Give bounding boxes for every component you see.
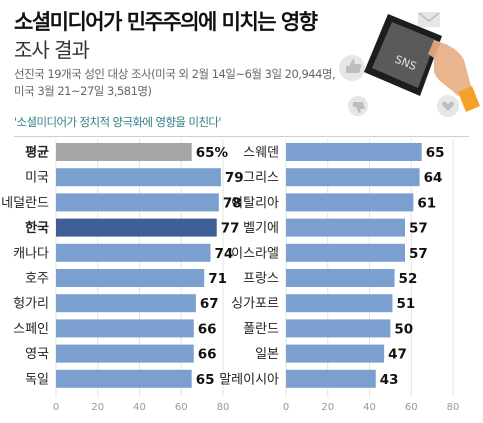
category-label: 일본: [255, 347, 279, 362]
bar: [286, 168, 420, 187]
bar: [56, 269, 205, 287]
x-tick-label: 80: [447, 402, 460, 413]
x-tick-label: 80: [217, 402, 230, 413]
page-subtitle: 조사 결과: [14, 38, 90, 62]
category-label: 폴란드: [243, 322, 279, 337]
data-label: 51: [396, 296, 415, 312]
bar: [56, 218, 217, 237]
category-label: 네덜란드: [1, 196, 49, 211]
hand-icon: [434, 40, 472, 96]
data-label: 66: [198, 347, 217, 363]
x-tick-label: 40: [363, 402, 376, 413]
bar: [56, 243, 211, 262]
bar: [286, 294, 393, 313]
category-label: 평균: [25, 145, 49, 161]
data-label: 77: [221, 221, 240, 237]
category-label: 이탈리아: [231, 196, 279, 211]
x-tick-label: 20: [321, 402, 334, 413]
data-label: 43: [380, 372, 399, 388]
x-tick-label: 0: [53, 402, 59, 413]
category-label: 벨기에: [243, 221, 279, 236]
category-label: 헝가리: [13, 297, 49, 312]
bar: [56, 193, 219, 212]
data-label: 79: [225, 170, 244, 186]
x-tick-label: 60: [405, 402, 418, 413]
bar: [56, 344, 194, 363]
data-label: 64: [424, 170, 443, 186]
x-tick-label: 40: [133, 402, 146, 413]
x-tick-label: 60: [175, 402, 188, 413]
category-label: 프랑스: [243, 272, 279, 287]
data-label: 52: [399, 271, 418, 287]
category-label: 이스라엘: [231, 246, 279, 261]
data-label: 57: [409, 246, 428, 262]
category-label: 한국: [25, 220, 49, 236]
data-label: 57: [409, 221, 428, 237]
category-label: 미국: [25, 171, 49, 186]
bar: [286, 319, 391, 338]
data-label: 66: [198, 321, 217, 337]
data-label: 65: [196, 372, 215, 388]
header-divider: [14, 136, 469, 137]
bar: [56, 294, 196, 313]
category-label: 독일: [25, 372, 49, 387]
data-label: 71: [208, 271, 227, 287]
bar: [56, 369, 192, 388]
bar: [286, 218, 405, 237]
survey-source-note: 선진국 19개국 성인 대상 조사(미국 외 2월 14일~6월 3일 20,9…: [14, 67, 336, 98]
bar: [286, 243, 405, 262]
bar: [286, 369, 376, 388]
bar: [286, 143, 422, 161]
category-label: 영국: [25, 347, 49, 362]
bar: [286, 269, 395, 287]
data-label: 67: [200, 296, 219, 312]
category-label: 호주: [25, 272, 49, 287]
data-label: 65: [426, 145, 445, 161]
bar: [56, 143, 192, 161]
x-tick-label: 0: [283, 402, 289, 413]
category-label: 말레이시아: [219, 372, 279, 387]
data-label: 78: [223, 195, 242, 211]
category-label: 그리스: [243, 171, 279, 186]
data-label: 47: [388, 347, 407, 363]
data-label: 61: [417, 195, 436, 211]
bar: [56, 319, 194, 338]
data-label: 74: [214, 246, 233, 262]
bar: [56, 168, 221, 187]
bar: [286, 344, 385, 363]
sns-phone-illustration: SNS: [339, 12, 480, 117]
x-tick-label: 20: [91, 402, 104, 413]
page-title: 소셜미디어가 민주주의에 미치는 영향: [14, 10, 318, 34]
category-label: 스웨덴: [243, 146, 279, 161]
category-label: 스페인: [13, 322, 49, 337]
data-label: 50: [394, 321, 413, 337]
bar: [286, 193, 414, 212]
data-label: 65%: [196, 145, 229, 161]
category-label: 싱가포르: [231, 297, 279, 312]
category-label: 캐나다: [13, 246, 49, 261]
survey-question: '소셜미디어가 정치적 양극화에 영향을 미친다': [14, 115, 222, 129]
